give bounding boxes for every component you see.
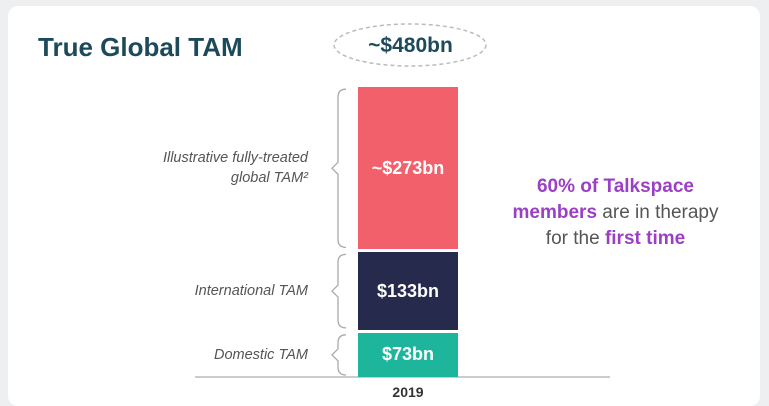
annotation-text: are in therapy for the [545, 202, 719, 249]
series-label: Illustrative fully-treated global TAM² [162, 150, 308, 187]
total-ellipse [333, 23, 487, 67]
series-label: International TAM [194, 283, 308, 300]
series-label: Domestic TAM [214, 346, 308, 363]
x-tick-label: 2019 [392, 384, 424, 400]
bracket [331, 253, 347, 329]
annotation: 60% of Talkspace members are in therapy … [508, 174, 723, 252]
annotation-highlight: 60% of Talkspace members [512, 176, 694, 223]
value-label: ~$273bn [371, 157, 445, 178]
bar: $133bn [358, 252, 458, 330]
chart-title: True Global TAM [38, 32, 243, 62]
value-label: $133bn [376, 280, 440, 301]
chart [195, 23, 610, 378]
bracket [331, 88, 347, 249]
card: True Global TAM ~$480bn 60% of Talkspace… [8, 6, 760, 406]
bracket [331, 334, 347, 376]
total-label: ~$480bn [368, 34, 453, 57]
annotation-highlight: first time [604, 228, 686, 249]
bar: $73bn [358, 332, 458, 377]
value-label: $73bn [381, 344, 435, 365]
bar: ~$273bn [358, 87, 458, 250]
